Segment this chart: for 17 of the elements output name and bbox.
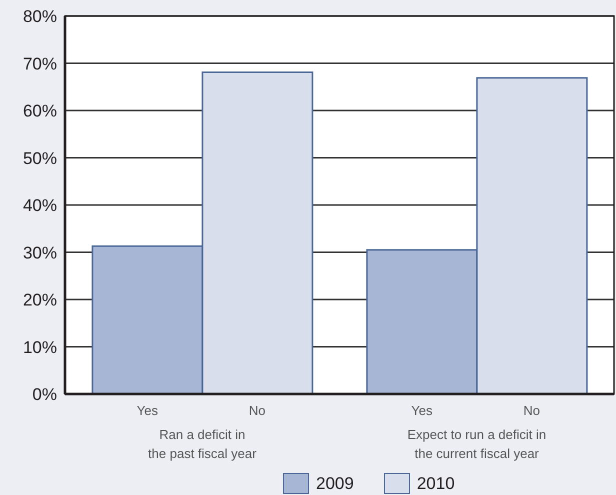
text: Yes: [136, 403, 158, 418]
y-tick-label: 30%: [22, 243, 57, 262]
y-tick-label: 80%: [22, 7, 57, 26]
y-tick-label: 70%: [22, 54, 57, 74]
x-tick-label: Expect to run a deficit in the current fiscal year: [407, 427, 546, 461]
x-tick-label: Ran a deficit in the past fiscal year: [148, 427, 258, 461]
legend-label: 2010: [416, 474, 455, 494]
text: Yes: [411, 403, 433, 418]
y-tick-label: 0%: [32, 385, 57, 404]
y-tick-label: 20%: [22, 290, 57, 310]
y-tick-label: 40%: [22, 196, 57, 216]
text: No: [523, 403, 540, 418]
y-tick-label: 60%: [22, 102, 57, 121]
text: No: [248, 403, 266, 418]
y-tick-label: 50%: [22, 148, 57, 168]
legend-label: 2009: [316, 474, 354, 494]
y-tick-label: 10%: [22, 338, 57, 357]
